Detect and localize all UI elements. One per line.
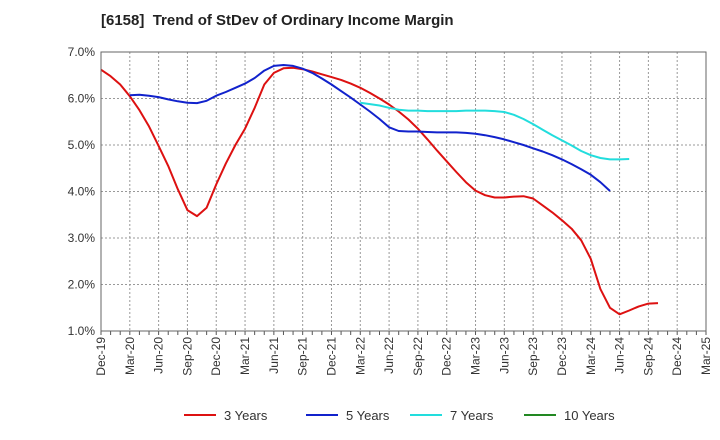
x-tick-label: Sep-24 bbox=[641, 337, 655, 376]
x-tick-label: Dec-24 bbox=[670, 337, 684, 376]
x-tick-label: Mar-22 bbox=[353, 337, 367, 375]
x-tick-label: Mar-23 bbox=[469, 337, 483, 375]
x-tick-label: Sep-20 bbox=[180, 337, 194, 376]
y-tick-label: 2.0% bbox=[68, 278, 96, 292]
x-tick-label: Dec-23 bbox=[555, 337, 569, 376]
x-tick-label: Mar-25 bbox=[699, 337, 713, 375]
x-tick-label: Dec-22 bbox=[440, 337, 454, 376]
grid-layer bbox=[100, 51, 707, 332]
plot-frame bbox=[100, 51, 707, 332]
y-tick-label: 3.0% bbox=[68, 231, 96, 245]
series-line-3-years bbox=[100, 66, 659, 316]
x-tick-label: Sep-21 bbox=[296, 337, 310, 376]
axis-layer: 1.0% 2.0% 3.0% 4.0% 5.0% 6.0% 7.0% Dec-19 Mar-20… bbox=[68, 45, 713, 376]
series-line-7-years bbox=[360, 101, 630, 161]
y-tick-label: 6.0% bbox=[68, 92, 96, 106]
x-tick-label: Sep-22 bbox=[411, 337, 425, 376]
x-tick-label: Jun-20 bbox=[152, 337, 166, 374]
x-tick-label: Mar-24 bbox=[584, 337, 598, 375]
x-tick-label: Jun-22 bbox=[382, 337, 396, 374]
series-layer bbox=[100, 64, 659, 316]
series-line-5-years bbox=[129, 64, 611, 192]
legend: 3 Years 5 Years 7 Years 10 Years bbox=[184, 408, 615, 423]
x-tick-label: Jun-23 bbox=[497, 337, 511, 374]
plot-area bbox=[101, 52, 706, 331]
legend-label: 3 Years bbox=[224, 408, 268, 423]
x-tick-label: Mar-21 bbox=[238, 337, 252, 375]
legend-label: 10 Years bbox=[564, 408, 615, 423]
x-tick-label: Dec-19 bbox=[94, 337, 108, 376]
x-tick-label: Dec-20 bbox=[209, 337, 223, 376]
y-tick-label: 7.0% bbox=[68, 45, 96, 59]
legend-label: 7 Years bbox=[450, 408, 494, 423]
y-tick-label: 1.0% bbox=[68, 324, 96, 338]
chart-title: [6158] Trend of StDev of Ordinary Income… bbox=[101, 12, 454, 29]
x-tick-label: Jun-24 bbox=[613, 337, 627, 374]
x-tick-label: Dec-21 bbox=[324, 337, 338, 376]
x-tick-label: Sep-23 bbox=[526, 337, 540, 376]
x-tick-label: Mar-20 bbox=[123, 337, 137, 375]
legend-label: 5 Years bbox=[346, 408, 390, 423]
x-tick-label: Jun-21 bbox=[267, 337, 281, 374]
y-tick-label: 5.0% bbox=[68, 138, 96, 152]
y-tick-label: 4.0% bbox=[68, 185, 96, 199]
